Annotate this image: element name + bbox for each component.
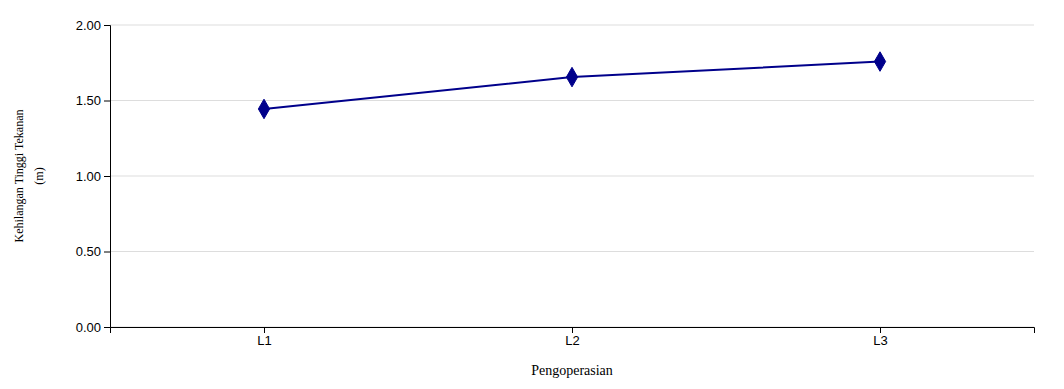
grid-line [110,176,1034,177]
grid [110,25,1034,327]
y-tick-mark [104,25,110,26]
y-tick-mark [104,101,110,102]
line [264,62,880,109]
y-axis: 0.00 0.50 1.00 1.50 2.00 [76,18,111,335]
y-tick-mark [104,327,110,328]
y-tick-mark [104,252,110,253]
x-tick-label: L2 [565,333,579,348]
grid-line [110,251,1034,252]
x-tick-mark [572,327,573,333]
plot-area: 0.00 0.50 1.00 1.50 2.00 L1 L2 L3 [76,18,1035,349]
y-tick-label: 0.50 [76,244,101,259]
x-tick: L1 [257,327,271,348]
y-tick-label: 2.00 [76,18,101,33]
x-tick: L2 [565,327,579,348]
y-tick: 1.50 [76,93,110,108]
series [258,52,885,119]
x-tick-label: L3 [873,333,887,348]
x-tick-mark [880,327,881,333]
y-tick-label: 1.50 [76,93,101,108]
x-tick-label: L1 [257,333,271,348]
marker [258,99,269,119]
y-axis-line [104,26,111,328]
y-axis-title: (m) [32,167,46,184]
y-axis-title: Kehilangan Tinggi Tekanan [12,110,26,243]
x-axis-title: Pengoperasian [531,363,613,378]
chart: 0.00 0.50 1.00 1.50 2.00 L1 L2 L3 Pengoperasian K… [0,0,1064,389]
y-tick-label: 0.00 [76,320,101,335]
y-tick: 1.00 [76,169,110,184]
y-tick: 2.00 [76,18,110,33]
x-axis-line [111,328,1035,334]
y-tick-mark [104,176,110,177]
x-tick-mark [264,327,265,333]
grid-line [110,100,1034,101]
marker [874,52,885,72]
marker [566,67,577,87]
y-tick: 0.00 [76,320,110,335]
y-tick-label: 1.00 [76,169,101,184]
x-axis: L1 L2 L3 [111,327,1035,348]
grid-line [110,25,1034,26]
y-tick: 0.50 [76,244,110,259]
x-tick: L3 [873,327,887,348]
